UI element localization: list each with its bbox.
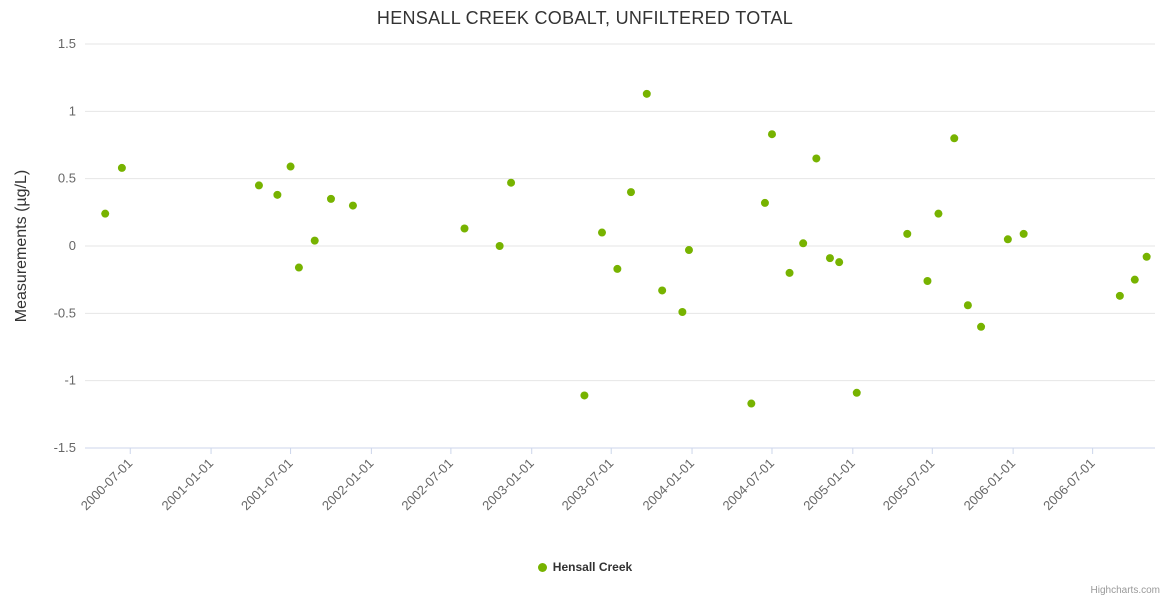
data-point[interactable]	[273, 190, 282, 199]
data-point[interactable]	[747, 399, 756, 408]
data-point[interactable]	[785, 268, 794, 277]
data-point[interactable]	[1115, 291, 1124, 300]
data-point[interactable]	[642, 89, 651, 98]
data-point[interactable]	[852, 388, 861, 397]
data-point[interactable]	[678, 307, 687, 316]
data-point[interactable]	[460, 224, 469, 233]
data-point[interactable]	[254, 181, 263, 190]
data-point[interactable]	[835, 258, 844, 267]
data-point[interactable]	[613, 264, 622, 273]
data-point[interactable]	[934, 209, 943, 218]
data-point[interactable]	[597, 228, 606, 237]
y-tick-label: -1.5	[54, 440, 76, 455]
data-point[interactable]	[923, 277, 932, 286]
x-tick-label: 2002-01-01	[319, 456, 377, 514]
data-point[interactable]	[950, 134, 959, 143]
data-point[interactable]	[760, 198, 769, 207]
legend-item[interactable]: Hensall Creek	[0, 560, 1170, 574]
x-tick-label: 2001-01-01	[159, 456, 217, 514]
data-point[interactable]	[101, 209, 110, 218]
credits-link[interactable]: Highcharts.com	[1090, 585, 1160, 596]
x-tick-label: 2003-01-01	[479, 456, 537, 514]
data-point[interactable]	[767, 130, 776, 139]
data-point[interactable]	[348, 201, 357, 210]
y-tick-label: 0	[69, 238, 76, 253]
data-point[interactable]	[326, 194, 335, 203]
y-tick-label: -0.5	[54, 305, 76, 320]
x-tick-label: 2002-07-01	[398, 456, 456, 514]
y-tick-label: 0.5	[58, 171, 76, 186]
data-point[interactable]	[507, 178, 516, 187]
data-point[interactable]	[294, 263, 303, 272]
data-point[interactable]	[1003, 235, 1012, 244]
data-point[interactable]	[1019, 229, 1028, 238]
x-tick-label: 2001-07-01	[238, 456, 296, 514]
x-tick-label: 2003-07-01	[559, 456, 617, 514]
data-point[interactable]	[286, 162, 295, 171]
data-point[interactable]	[1142, 252, 1151, 261]
y-tick-label: -1	[64, 373, 76, 388]
x-tick-label: 2000-07-01	[78, 456, 136, 514]
x-tick-label: 2004-07-01	[719, 456, 777, 514]
data-point[interactable]	[963, 301, 972, 310]
data-point[interactable]	[799, 239, 808, 248]
chart-title: HENSALL CREEK COBALT, UNFILTERED TOTAL	[376, 8, 794, 28]
data-point[interactable]	[117, 163, 126, 172]
x-tick-label: 2005-07-01	[880, 456, 938, 514]
data-point[interactable]	[977, 322, 986, 331]
data-point[interactable]	[495, 242, 504, 250]
y-tick-label: 1	[69, 103, 76, 118]
x-tick-label: 2006-01-01	[961, 456, 1019, 514]
x-tick-label: 2005-01-01	[800, 456, 858, 514]
x-tick-label: 2004-01-01	[640, 456, 698, 514]
data-point[interactable]	[1130, 275, 1139, 284]
data-point[interactable]	[310, 236, 319, 245]
data-point[interactable]	[626, 188, 635, 197]
data-point[interactable]	[580, 391, 589, 400]
x-tick-label: 2006-07-01	[1040, 456, 1098, 514]
data-point[interactable]	[658, 286, 667, 295]
data-point[interactable]	[812, 154, 821, 163]
y-tick-label: 1.5	[58, 36, 76, 51]
data-point[interactable]	[684, 246, 693, 255]
data-point[interactable]	[825, 254, 834, 263]
data-point[interactable]	[903, 229, 912, 238]
legend-marker-icon	[537, 562, 547, 572]
legend-label: Hensall Creek	[552, 560, 633, 574]
